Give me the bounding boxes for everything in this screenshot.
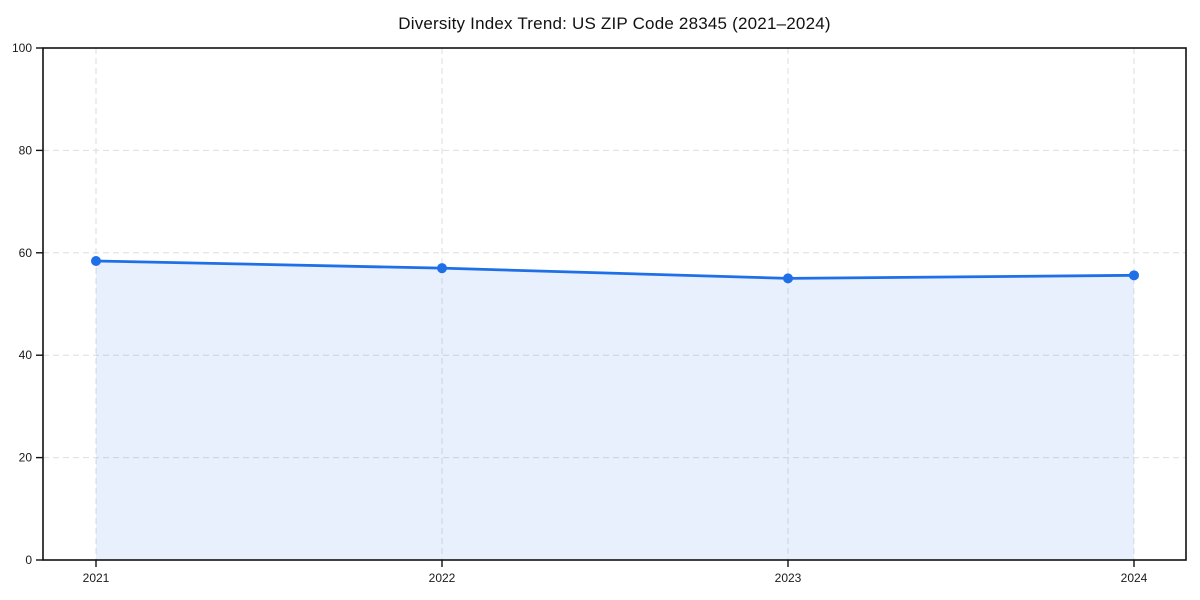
y-tick-label: 80 <box>19 143 33 157</box>
data-point-marker <box>437 263 447 274</box>
y-tick-label: 40 <box>19 348 33 362</box>
data-point-marker <box>91 255 101 266</box>
data-point-marker <box>1129 270 1139 281</box>
series-area-fill <box>96 260 1134 560</box>
y-tick-label: 20 <box>19 451 33 465</box>
data-point-marker <box>783 273 793 284</box>
x-tick-label: 2022 <box>429 571 456 585</box>
chart-title: Diversity Index Trend: US ZIP Code 28345… <box>398 14 831 33</box>
plot-border <box>42 47 1187 561</box>
series-line <box>94 259 1136 280</box>
y-tick-label: 100 <box>12 41 32 55</box>
x-tick-label: 2023 <box>775 571 802 585</box>
x-tick-label: 2021 <box>83 571 110 585</box>
y-tick-label: 60 <box>19 246 33 260</box>
x-tick-label: 2024 <box>1121 571 1148 585</box>
y-tick-label: 0 <box>25 553 32 567</box>
